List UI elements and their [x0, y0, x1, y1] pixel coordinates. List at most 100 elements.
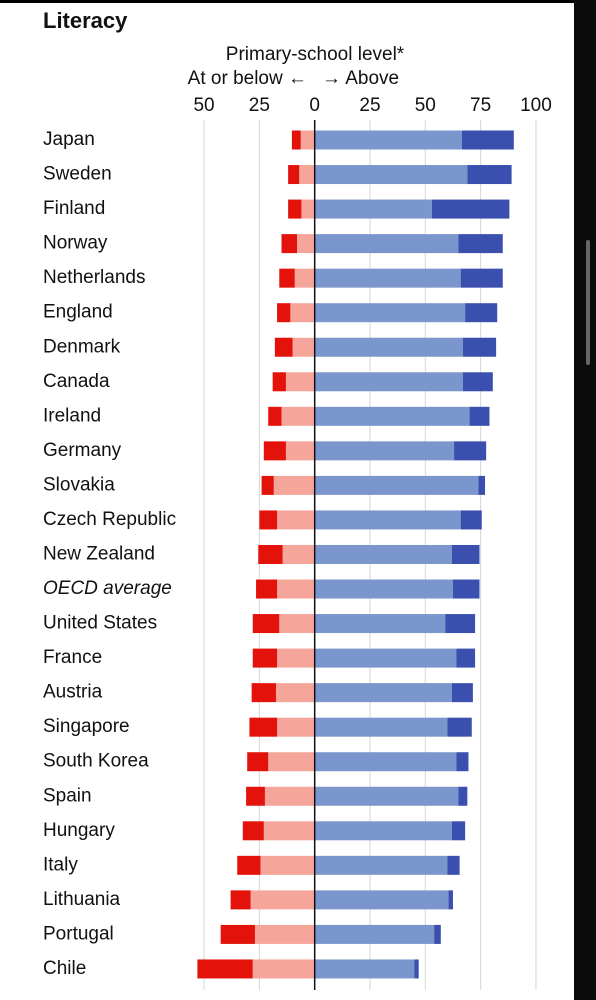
bar-segment: [458, 234, 503, 254]
bar-segment: [458, 786, 468, 806]
bar-segment: [288, 165, 300, 185]
bar-segment: [314, 268, 461, 288]
bar-segment: [275, 683, 315, 703]
bar-segment: [314, 544, 452, 564]
bar-segment: [314, 890, 449, 910]
category-label: Chile: [43, 958, 86, 979]
bar-segment: [288, 199, 302, 219]
bar-segment: [314, 234, 459, 254]
bar-segment: [261, 475, 274, 495]
bar-segment: [254, 924, 315, 944]
category-label: South Korea: [43, 751, 149, 772]
bar-segment: [314, 648, 457, 668]
category-label: France: [43, 647, 102, 668]
bar-segment: [469, 406, 490, 426]
bar-segment: [296, 234, 315, 254]
category-label: Spain: [43, 785, 92, 806]
category-label: Denmark: [43, 336, 121, 357]
bar-segment: [291, 130, 301, 150]
bar-segment: [252, 959, 315, 979]
bar-segment: [445, 614, 476, 634]
bar-segment: [300, 130, 315, 150]
bar-segment: [252, 614, 280, 634]
bar-segment: [314, 303, 466, 323]
x-tick-label: 100: [520, 95, 552, 116]
bar-segment: [237, 855, 261, 875]
category-label: United States: [43, 613, 157, 634]
x-tick-label: 50: [415, 95, 436, 116]
bar-segment: [314, 475, 479, 495]
bar-segment: [451, 544, 480, 564]
bar-segment: [465, 303, 498, 323]
bar-segment: [277, 579, 315, 599]
side-border: [574, 0, 596, 1000]
bar-segment: [314, 372, 463, 392]
bar-segment: [252, 648, 278, 668]
bar-segment: [285, 372, 315, 392]
bar-segment: [277, 510, 315, 530]
category-label: New Zealand: [43, 543, 155, 564]
bar-segment: [314, 510, 461, 530]
bar-segment: [268, 406, 282, 426]
bar-segment: [314, 855, 448, 875]
bar-segment: [249, 717, 278, 737]
bar-segment: [282, 544, 315, 564]
bar-segment: [268, 752, 315, 772]
category-label: Sweden: [43, 164, 112, 185]
bar-segment: [273, 475, 315, 495]
bar-segment: [272, 372, 286, 392]
bar-segment: [250, 890, 315, 910]
x-tick-label: 75: [470, 95, 491, 116]
bar-segment: [292, 337, 315, 357]
x-tick-label: 0: [309, 95, 320, 116]
bar-segment: [454, 441, 487, 461]
bar-segment: [314, 441, 455, 461]
bar-segment: [314, 959, 415, 979]
bar-segment: [451, 683, 473, 703]
bar-segment: [277, 648, 315, 668]
bar-segment: [431, 199, 510, 219]
bar-segment: [460, 510, 482, 530]
legend-left: At or below ←: [188, 68, 307, 89]
category-label: Finland: [43, 198, 105, 219]
bar-segment: [447, 855, 460, 875]
category-label: OECD average: [43, 578, 172, 599]
bar-segment: [462, 337, 497, 357]
subtitle: Primary-school level*: [226, 44, 405, 65]
scrollbar[interactable]: [586, 240, 590, 365]
bar-segment: [277, 303, 291, 323]
category-label: Italy: [43, 854, 78, 875]
bar-segment: [279, 614, 315, 634]
bar-segment: [230, 890, 251, 910]
bar-segment: [451, 821, 466, 841]
x-tick-label: 50: [193, 95, 214, 116]
bar-segment: [294, 268, 315, 288]
bar-segment: [314, 683, 452, 703]
bar-segment: [314, 752, 457, 772]
category-label: England: [43, 302, 113, 323]
chart-title: Literacy: [43, 8, 128, 33]
bar-segment: [281, 234, 297, 254]
bar-segment: [456, 752, 469, 772]
category-label: Netherlands: [43, 267, 145, 288]
category-label: Czech Republic: [43, 509, 176, 530]
category-label: Portugal: [43, 923, 114, 944]
category-label: Lithuania: [43, 889, 121, 910]
bar-segment: [447, 717, 472, 737]
bar-segment: [314, 130, 462, 150]
bar-segment: [314, 165, 468, 185]
bar-segment: [314, 924, 435, 944]
bar-segment: [277, 717, 315, 737]
bar-segment: [247, 752, 269, 772]
bar-segment: [314, 786, 459, 806]
bar-segment: [256, 579, 278, 599]
bar-segment: [414, 959, 419, 979]
top-border: [0, 0, 596, 3]
bar-segment: [301, 199, 315, 219]
bar-segment: [314, 337, 463, 357]
category-label: Norway: [43, 233, 108, 254]
x-tick-label: 25: [249, 95, 270, 116]
category-label: Japan: [43, 129, 95, 150]
bar-segment: [259, 510, 278, 530]
